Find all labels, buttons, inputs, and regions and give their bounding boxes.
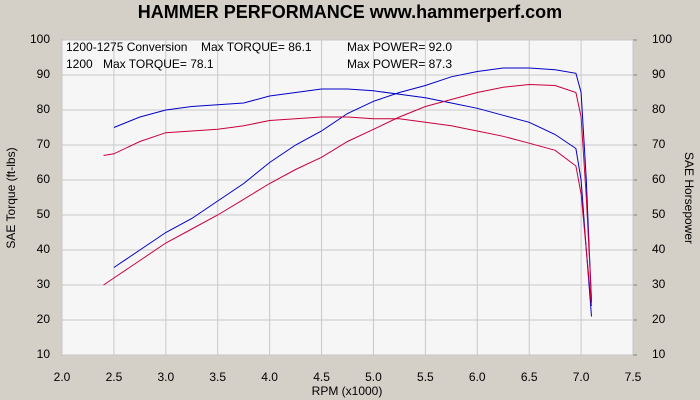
max-torque-label: Max TORQUE= 86.1 (201, 40, 312, 54)
torque-line (103, 116, 592, 307)
y2-tick-label: 40 (652, 242, 666, 256)
x-axis-label: RPM (x1000) (312, 384, 383, 398)
y-tick-label: 40 (37, 242, 51, 256)
y2-tick-label: 100 (652, 32, 672, 46)
y2-tick-label: 50 (652, 207, 666, 221)
x-tick-label: 3.0 (157, 370, 174, 384)
x-tick-label: 3.5 (209, 370, 226, 384)
y-tick-label: 10 (37, 347, 51, 361)
x-tick-label: 2.5 (106, 370, 123, 384)
x-tick-label: 4.0 (261, 370, 278, 384)
legend-name: 1200 (66, 57, 93, 71)
plot-area (61, 39, 634, 356)
y-tick-label: 90 (37, 67, 51, 81)
y2-tick-label: 30 (652, 277, 666, 291)
y2-tick-label: 90 (652, 67, 666, 81)
torque-line (113, 88, 592, 317)
chart-title: HAMMER PERFORMANCE www.hammerperf.com (138, 2, 562, 22)
y2-tick-label: 10 (652, 347, 666, 361)
power-line (113, 67, 592, 303)
power-line (103, 83, 592, 300)
legend-name: 1200-1275 Conversion (66, 40, 187, 54)
max-power-label: Max POWER= 92.0 (347, 40, 452, 54)
y-tick-label: 20 (37, 312, 51, 326)
y2-tick-label: 20 (652, 312, 666, 326)
x-tick-label: 5.5 (417, 370, 434, 384)
y-axis-label: SAE Torque (ft-lbs) (4, 147, 18, 248)
y-tick-label: 80 (37, 102, 51, 116)
y-tick-label: 70 (37, 137, 51, 151)
y2-tick-label: 80 (652, 102, 666, 116)
y2-axis-label: SAE Horsepower (682, 152, 696, 244)
x-tick-label: 6.5 (521, 370, 538, 384)
y-tick-label: 30 (37, 277, 51, 291)
x-tick-label: 4.5 (313, 370, 330, 384)
y2-tick-label: 70 (652, 137, 666, 151)
y2-tick-label: 60 (652, 172, 666, 186)
y-tick-label: 100 (30, 32, 50, 46)
x-tick-label: 6.0 (469, 370, 486, 384)
x-tick-label: 5.0 (365, 370, 382, 384)
x-tick-label: 7.0 (573, 370, 590, 384)
y-tick-label: 60 (37, 172, 51, 186)
max-power-label: Max POWER= 87.3 (347, 57, 452, 71)
x-tick-label: 7.5 (625, 370, 642, 384)
max-torque-label: Max TORQUE= 78.1 (103, 57, 214, 71)
y-tick-label: 50 (37, 207, 51, 221)
x-tick-label: 2.0 (54, 370, 71, 384)
